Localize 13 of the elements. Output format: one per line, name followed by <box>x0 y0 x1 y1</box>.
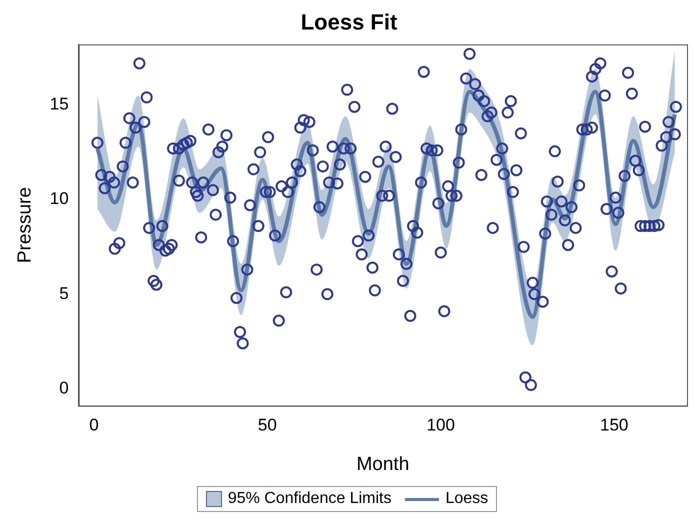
x-axis-title: Month <box>356 454 410 475</box>
x-tick-label: 0 <box>89 416 99 435</box>
text: 95% Confidence Limits <box>228 490 392 508</box>
y-tick-label: 10 <box>50 189 69 208</box>
x-tick-label: 100 <box>426 416 455 435</box>
legend-label: Loess <box>445 490 488 508</box>
y-tick-label: 15 <box>50 94 69 114</box>
x-tick-label: 50 <box>258 416 277 435</box>
x-tick-label: 150 <box>600 416 628 435</box>
chart-title: Loess Fit <box>300 9 398 34</box>
y-tick-label: 0 <box>59 378 69 398</box>
y-axis-title: Pressure <box>14 187 36 264</box>
y-tick-label: 5 <box>59 284 69 303</box>
